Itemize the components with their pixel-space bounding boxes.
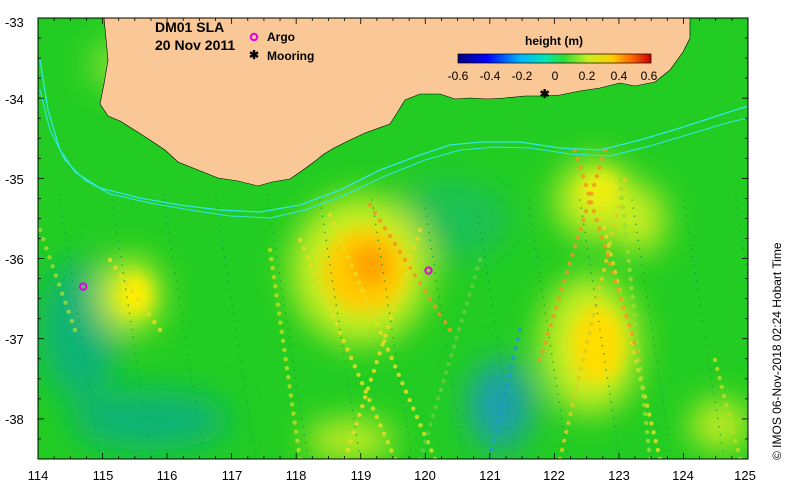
- colorbar-tick: -0.4: [480, 69, 501, 83]
- colorbar-tick: -0.6: [448, 69, 469, 83]
- x-tick-label: 125: [734, 468, 756, 483]
- y-tick-label: -33: [5, 15, 24, 30]
- x-tick-label: 116: [157, 468, 178, 483]
- axis-ticks: [37, 17, 749, 460]
- colorbar-title: height (m): [525, 34, 583, 48]
- colorbar-tick: 0.2: [579, 69, 596, 83]
- colorbar-tick: -0.2: [512, 69, 533, 83]
- colorbar: height (m) -0.6 -0.4 -0.2 0 0.2 0.4 0.6: [448, 34, 658, 83]
- colorbar-tick: 0: [552, 69, 559, 83]
- x-tick-label: 114: [28, 468, 49, 483]
- isobath-outer: [39, 59, 749, 213]
- x-tick-label: 120: [414, 468, 436, 483]
- mooring-legend-marker: ✱: [249, 48, 259, 62]
- map-date: 20 Nov 2011: [155, 37, 235, 53]
- x-axis-labels: 114 115 116 117 118 119 120 121 122 123 …: [28, 468, 756, 483]
- x-tick-label: 122: [543, 468, 565, 483]
- x-tick-label: 124: [672, 468, 694, 483]
- y-tick-label: -38: [5, 412, 24, 427]
- map-title: DM01 SLA: [155, 19, 224, 35]
- x-tick-label: 118: [286, 468, 307, 483]
- colorbar-gradient: [457, 53, 652, 64]
- y-tick-label: -36: [5, 252, 24, 267]
- mooring-legend-label: Mooring: [267, 49, 314, 63]
- y-tick-label: -35: [5, 172, 24, 187]
- argo-legend-label: Argo: [267, 30, 295, 44]
- mooring-marker: ✱: [540, 87, 550, 101]
- x-tick-label: 117: [222, 468, 243, 483]
- colorbar-tick: 0.6: [641, 69, 658, 83]
- credit-text: © IMOS 06-Nov-2018 02:24 Hobart Time: [770, 242, 784, 460]
- observation-markers: ✱: [78, 87, 550, 291]
- argo-float-marker: [78, 282, 88, 291]
- argo-legend-marker: [249, 32, 259, 42]
- x-tick-label: 119: [351, 468, 372, 483]
- marker-legend: Argo ✱ Mooring: [249, 30, 314, 63]
- y-tick-label: -37: [5, 332, 24, 347]
- isobath-inner: [39, 89, 749, 219]
- argo-float-marker: [424, 266, 433, 275]
- x-tick-label: 115: [93, 468, 114, 483]
- x-tick-label: 123: [608, 468, 630, 483]
- x-tick-label: 121: [479, 468, 501, 483]
- y-axis-labels: -33 -34 -35 -36 -37 -38: [5, 15, 24, 427]
- y-tick-label: -34: [5, 92, 24, 107]
- altimeter-tracks: [38, 147, 748, 459]
- colorbar-tick: 0.4: [611, 69, 628, 83]
